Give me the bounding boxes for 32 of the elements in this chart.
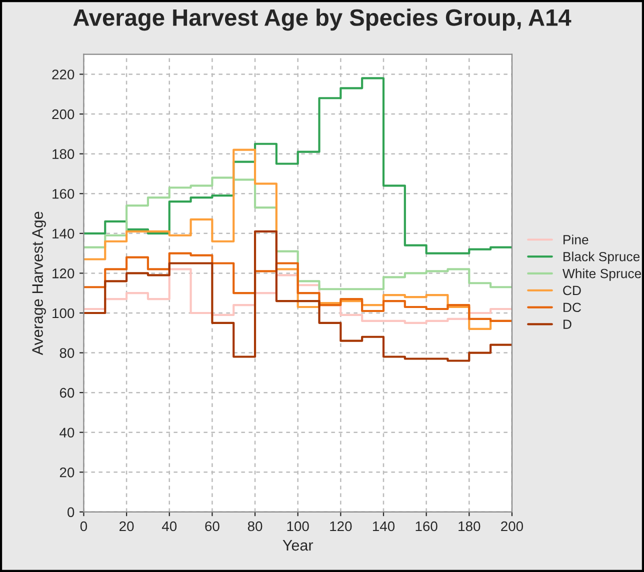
legend-label: Black Spruce bbox=[564, 252, 640, 264]
y-tick-label: 200 bbox=[52, 109, 74, 120]
x-tick-label: 60 bbox=[205, 521, 220, 532]
legend-label: DC bbox=[564, 302, 581, 312]
y-tick-label: 60 bbox=[60, 388, 74, 398]
legend-label: White Spruce bbox=[562, 268, 642, 281]
x-tick-label: 40 bbox=[162, 521, 177, 532]
x-tick-label: 100 bbox=[287, 521, 309, 532]
y-axis-title: Average Harvest Age bbox=[32, 212, 46, 356]
legend-label: Pine bbox=[564, 234, 588, 244]
y-tick-label: 180 bbox=[52, 149, 74, 159]
y-tick-label: 120 bbox=[52, 268, 74, 278]
y-tick-label: 40 bbox=[60, 428, 74, 438]
x-tick-label: 80 bbox=[248, 521, 262, 532]
x-tick-label: 140 bbox=[372, 521, 395, 532]
x-tick-label: 120 bbox=[330, 521, 352, 532]
x-axis-title: Year bbox=[282, 540, 314, 551]
x-tick-label: 20 bbox=[120, 521, 134, 532]
x-tick-label: 0 bbox=[80, 521, 88, 532]
y-tick-label: 140 bbox=[52, 228, 74, 239]
y-tick-label: 100 bbox=[52, 308, 74, 318]
chart-title: Average Harvest Age by Species Group, A14 bbox=[73, 8, 572, 31]
legend-label: D bbox=[564, 320, 572, 329]
y-tick-label: 160 bbox=[52, 188, 74, 199]
y-tick-label: 20 bbox=[60, 467, 74, 478]
y-tick-label: 220 bbox=[52, 70, 74, 80]
y-tick-label: 80 bbox=[60, 348, 74, 358]
x-tick-label: 200 bbox=[501, 521, 524, 532]
y-tick-label: 0 bbox=[68, 507, 74, 518]
x-tick-label: 160 bbox=[416, 521, 438, 532]
x-tick-label: 180 bbox=[458, 521, 480, 532]
legend-label: CD bbox=[563, 286, 581, 296]
